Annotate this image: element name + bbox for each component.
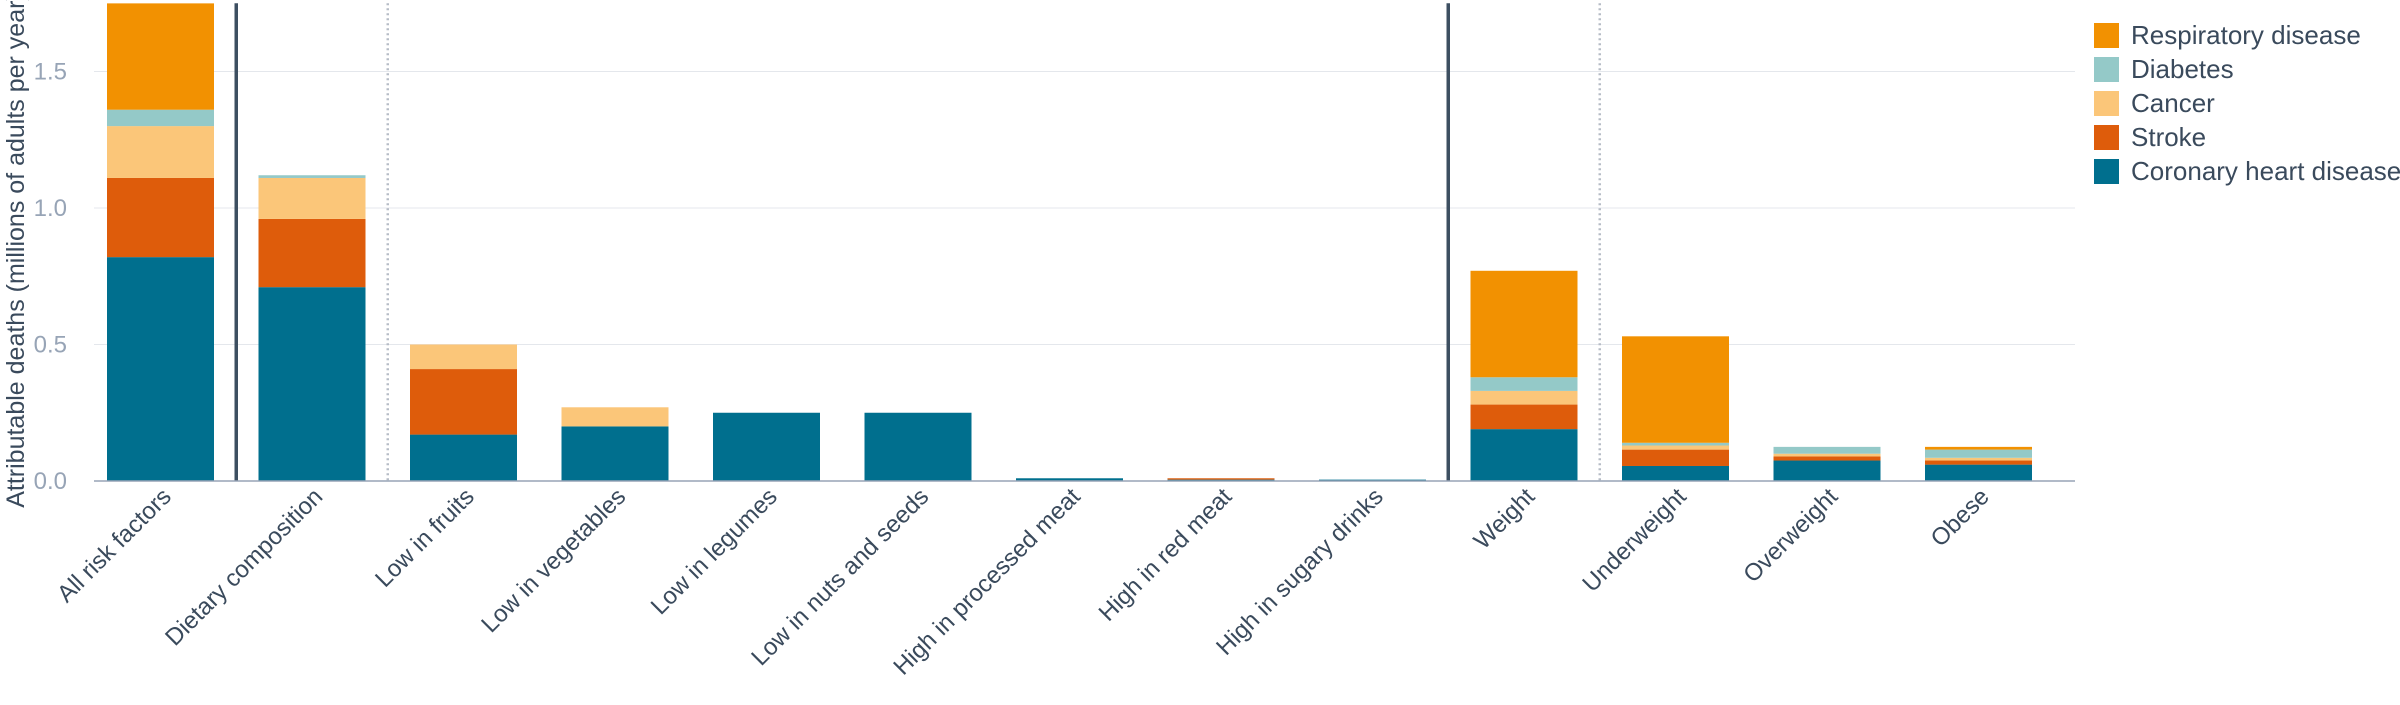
x-tick-label: Low in legumes <box>646 483 783 620</box>
bar-segment <box>1773 456 1881 461</box>
legend-swatch <box>2094 125 2119 150</box>
bar-segment <box>1622 442 1729 446</box>
bar-segment <box>1773 453 1881 457</box>
bar-segment <box>107 3 214 110</box>
bar-segment <box>1622 465 1729 481</box>
bar-segment <box>1773 460 1881 481</box>
x-tick-label: Low in fruits <box>370 483 480 593</box>
x-tick-label: Dietary composition <box>160 483 328 651</box>
bar-segment <box>1622 336 1729 443</box>
x-tick-label: High in sugary drinks <box>1211 483 1389 661</box>
group-separators <box>234 3 1601 481</box>
bar-segment <box>410 369 517 435</box>
x-tick-label: High in red meat <box>1094 483 1238 627</box>
bar-segment <box>1622 449 1729 466</box>
bar-segment <box>1925 446 2032 450</box>
x-tick-label: All risk factors <box>52 483 177 608</box>
legend-label: Coronary heart disease <box>2131 156 2400 186</box>
bar-segment <box>410 434 517 481</box>
bar-segment <box>1925 457 2032 461</box>
bar-segment <box>258 175 366 178</box>
bar-segment <box>713 412 820 481</box>
bar-segment <box>561 426 669 481</box>
bar-segment <box>107 257 214 481</box>
y-tick-label: 0.5 <box>34 332 67 359</box>
bar-segment <box>1470 270 1578 378</box>
bar-segment <box>258 218 366 288</box>
y-tick-label: 1.0 <box>34 195 67 222</box>
bar-segment <box>561 407 669 427</box>
x-tick-label: Low in vegetables <box>476 483 631 638</box>
bar-segment <box>107 126 214 178</box>
legend-label: Stroke <box>2131 122 2206 152</box>
bar-segment <box>1925 460 2032 465</box>
legend: Respiratory disease Diabetes Cancer Stroke C… <box>2094 20 2400 186</box>
legend-label: Diabetes <box>2131 54 2234 84</box>
bar-segment <box>1622 445 1729 450</box>
bar-segment <box>107 177 214 258</box>
x-tick-label: Underweight <box>1577 483 1692 598</box>
y-tick-label: 0.0 <box>34 468 67 495</box>
bar-segment <box>1167 478 1275 480</box>
bar-segment <box>258 287 366 481</box>
bar-segment <box>1470 390 1578 405</box>
bar-segment <box>1925 449 2032 458</box>
x-tick-label: Obese <box>1926 483 1995 552</box>
bar-segment <box>864 412 972 481</box>
bar-segment <box>1470 377 1578 391</box>
y-tick-label: 1.5 <box>34 59 67 86</box>
bar-segment <box>1016 478 1123 481</box>
x-tick-label: Overweight <box>1738 483 1843 588</box>
legend-swatch <box>2094 23 2119 48</box>
bar-segment <box>258 177 366 219</box>
x-tick-label: Weight <box>1469 483 1541 555</box>
legend-swatch <box>2094 57 2119 82</box>
bar-segment <box>410 344 517 370</box>
bar-segment <box>1925 464 2032 481</box>
bar-segment <box>1773 446 1881 454</box>
gridlines <box>94 71 2075 345</box>
bar-segment <box>1470 404 1578 430</box>
legend-swatch <box>2094 159 2119 184</box>
bars <box>107 3 2032 481</box>
legend-swatch <box>2094 91 2119 116</box>
bar-segment <box>107 109 214 127</box>
bar-segment <box>1470 429 1578 481</box>
legend-label: Respiratory disease <box>2131 20 2361 50</box>
y-axis-label: Attributable deaths (millions of adults … <box>2 0 30 508</box>
legend-label: Cancer <box>2131 88 2215 118</box>
